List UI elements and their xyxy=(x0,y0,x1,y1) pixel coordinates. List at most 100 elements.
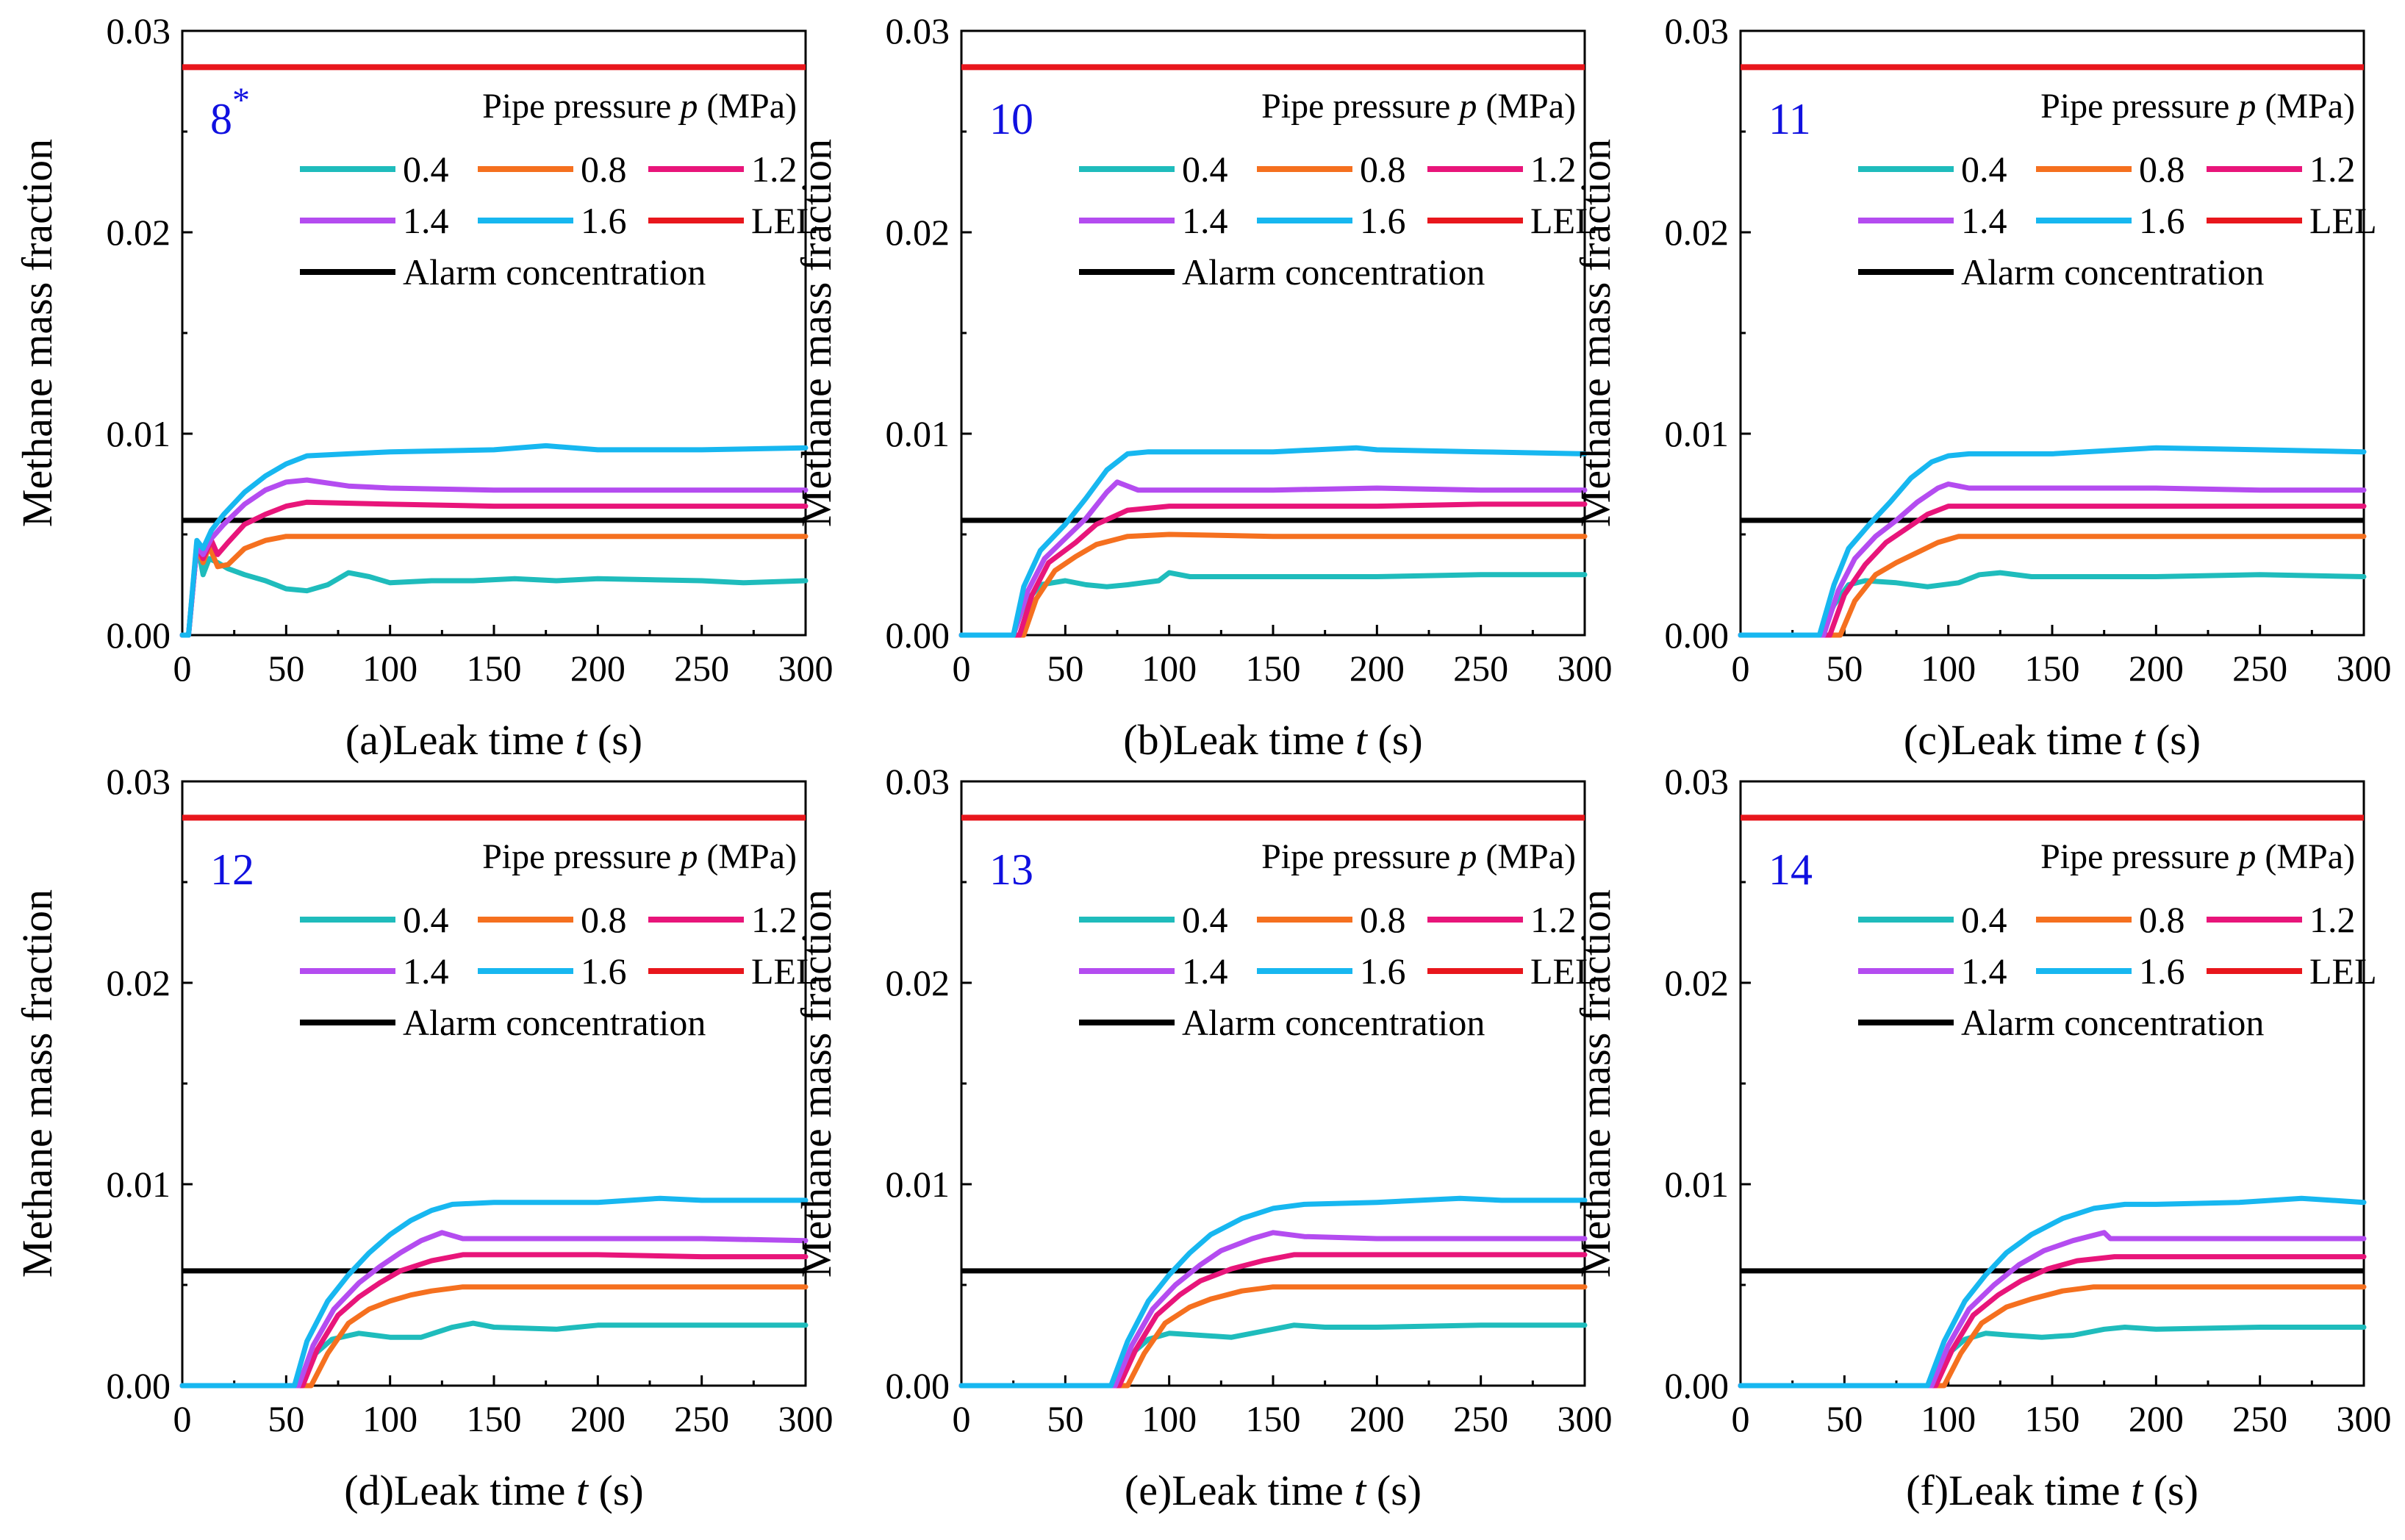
legend-label: 1.4 xyxy=(403,200,449,241)
legend-title: Pipe pressure p (MPa) xyxy=(2040,87,2355,126)
y-tick-label: 0.00 xyxy=(107,1365,171,1406)
x-axis-title-unit: (s) xyxy=(1366,1466,1422,1514)
case-tag-number: 14 xyxy=(1768,845,1813,894)
case-tag: 10 xyxy=(989,95,1033,143)
legend-title-text: Pipe pressure xyxy=(1261,837,1459,876)
legend-label: 1.6 xyxy=(1360,950,1406,992)
legend-title-unit: (MPa) xyxy=(2256,837,2355,876)
x-tick-label: 300 xyxy=(2337,1398,2392,1439)
x-tick-label: 200 xyxy=(2129,1398,2184,1439)
series-line-1-6 xyxy=(179,1195,809,1389)
legend-title-var: p xyxy=(1457,87,1477,126)
y-tick-label: 0.02 xyxy=(886,962,950,1003)
series-line-1-6 xyxy=(958,1195,1588,1389)
y-axis-title: Methane mass fraction xyxy=(792,889,840,1278)
legend-title: Pipe pressure p (MPa) xyxy=(1261,87,1576,126)
x-axis-title-text: Leak time xyxy=(1173,716,1355,764)
legend-label: 0.8 xyxy=(2139,899,2185,940)
x-tick-label: 50 xyxy=(1826,1398,1863,1439)
y-tick-label: 0.03 xyxy=(107,761,171,802)
legend: Pipe pressure p (MPa) 0.4 0.8 1.2 1.4 1.6 LEL A… xyxy=(1858,837,2377,1043)
y-tick-label: 0.02 xyxy=(886,212,950,253)
series-line-1-4 xyxy=(179,477,809,638)
y-tick-label: 0.02 xyxy=(1665,962,1730,1003)
legend: Pipe pressure p (MPa) 0.4 0.8 1.2 1.4 1.6 LEL A… xyxy=(300,87,819,293)
legend-title-var: p xyxy=(678,837,698,876)
legend-label: 0.4 xyxy=(1961,148,2007,190)
y-tick-label: 0.03 xyxy=(107,10,171,51)
legend-title-var: p xyxy=(2236,87,2256,126)
legend-label-alarm: Alarm concentration xyxy=(1182,251,1485,293)
legend-label: 1.2 xyxy=(2309,148,2356,190)
x-tick-label: 300 xyxy=(1558,648,1613,689)
legend-title-text: Pipe pressure xyxy=(2040,87,2238,126)
legend-title-text: Pipe pressure xyxy=(482,87,680,126)
panel-letter: (f) xyxy=(1906,1466,1949,1514)
series-line-1-4 xyxy=(1738,481,2367,638)
x-axis-title-text: Leak time xyxy=(393,716,575,764)
case-tag-number: 12 xyxy=(210,845,254,894)
x-tick-label: 150 xyxy=(467,1398,522,1439)
legend-label: LEL xyxy=(2309,950,2377,992)
y-axis-title: Methane mass fraction xyxy=(1571,889,1619,1278)
series-line-1-2 xyxy=(1738,1254,2367,1389)
x-tick-label: 250 xyxy=(1453,1398,1508,1439)
legend-label: 0.4 xyxy=(1182,148,1228,190)
x-tick-label: 200 xyxy=(570,648,626,689)
series-line-1-4 xyxy=(1738,1230,2367,1389)
panel-d: 0 50 100 150 200 250 300 0.00 0.01 0.02 0.03 Methan… xyxy=(13,761,834,1514)
legend-label-alarm: Alarm concentration xyxy=(1961,251,2264,293)
legend-label: LEL xyxy=(751,200,819,241)
legend-label: 1.4 xyxy=(1961,950,2007,992)
legend-label: 1.2 xyxy=(1530,899,1577,940)
legend-title-text: Pipe pressure xyxy=(2040,837,2238,876)
x-tick-label: 200 xyxy=(1350,648,1405,689)
legend: Pipe pressure p (MPa) 0.4 0.8 1.2 1.4 1.6 LEL A… xyxy=(1079,87,1598,293)
legend-label: 0.4 xyxy=(403,148,449,190)
legend-label: 0.4 xyxy=(403,899,449,940)
legend-label: 1.2 xyxy=(751,899,798,940)
y-axis-title: Methane mass fraction xyxy=(13,889,61,1278)
legend-title: Pipe pressure p (MPa) xyxy=(482,87,797,126)
legend-label: LEL xyxy=(1530,950,1598,992)
x-axis-title-var: t xyxy=(2131,1466,2144,1514)
y-tick-label: 0.01 xyxy=(1665,1164,1730,1205)
x-axis-title-text: Leak time xyxy=(1949,1466,2131,1514)
x-axis-title-var: t xyxy=(1355,716,1369,764)
x-tick-label: 50 xyxy=(1047,1398,1083,1439)
series-line-1-2 xyxy=(1738,504,2367,638)
x-tick-label: 200 xyxy=(1350,1398,1405,1439)
x-tick-label: 250 xyxy=(1453,648,1508,689)
case-tag: 13 xyxy=(989,845,1033,894)
panel-letter: (a) xyxy=(345,716,393,764)
y-tick-label: 0.01 xyxy=(886,413,950,454)
x-tick-label: 50 xyxy=(1826,648,1863,689)
x-tick-label: 100 xyxy=(1921,648,1976,689)
case-tag: 14 xyxy=(1768,845,1813,894)
x-tick-label: 50 xyxy=(268,1398,304,1439)
y-axis-title: Methane mass fraction xyxy=(1571,139,1619,527)
y-tick-label: 0.01 xyxy=(886,1164,950,1205)
x-tick-label: 300 xyxy=(778,1398,834,1439)
legend-label: 1.6 xyxy=(581,950,627,992)
x-tick-label: 150 xyxy=(467,648,522,689)
x-axis-title: (f)Leak time t (s) xyxy=(1906,1466,2198,1514)
y-tick-label: 0.01 xyxy=(107,1164,171,1205)
legend-label-alarm: Alarm concentration xyxy=(403,251,706,293)
x-axis-title-var: t xyxy=(2133,716,2146,764)
legend: Pipe pressure p (MPa) 0.4 0.8 1.2 1.4 1.6 LEL A… xyxy=(1079,837,1598,1043)
legend-label-alarm: Alarm concentration xyxy=(403,1002,706,1043)
legend-title-var: p xyxy=(2236,837,2256,876)
x-tick-label: 250 xyxy=(674,648,729,689)
panel-letter: (e) xyxy=(1125,1466,1172,1514)
legend-title-var: p xyxy=(1457,837,1477,876)
panel-letter: (b) xyxy=(1123,716,1173,764)
y-tick-label: 0.03 xyxy=(886,761,950,802)
y-tick-label: 0.00 xyxy=(886,615,950,656)
x-tick-label: 0 xyxy=(1732,648,1750,689)
panel-c: 0 50 100 150 200 250 300 0.00 0.01 0.02 0.03 Methan… xyxy=(1571,10,2392,764)
y-tick-label: 0.01 xyxy=(107,413,171,454)
legend-label: 0.8 xyxy=(2139,148,2185,190)
legend-label: 0.8 xyxy=(581,899,627,940)
case-tag: 11 xyxy=(1768,95,1811,143)
